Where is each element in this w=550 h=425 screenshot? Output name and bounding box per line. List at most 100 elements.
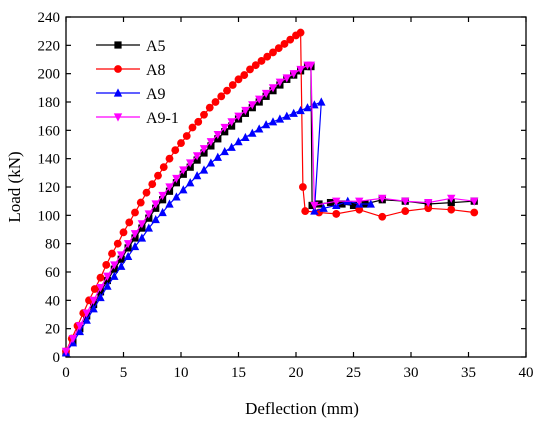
legend-label: A9-1	[146, 110, 179, 127]
data-point	[123, 240, 133, 249]
data-point	[296, 28, 305, 37]
data-point	[228, 81, 237, 89]
data-point	[144, 223, 153, 232]
x-tick-label: 15	[231, 365, 246, 381]
data-point	[144, 210, 153, 219]
data-point	[192, 152, 202, 161]
data-point	[103, 281, 112, 290]
data-point	[186, 178, 195, 187]
data-point	[117, 261, 126, 270]
data-point	[75, 322, 84, 331]
data-point	[131, 208, 139, 217]
data-point	[165, 183, 174, 192]
data-point	[401, 207, 410, 215]
data-point	[110, 271, 119, 280]
data-point	[268, 117, 278, 126]
data-point	[108, 249, 116, 258]
data-point	[103, 272, 112, 281]
data-point	[172, 174, 181, 184]
data-point	[269, 48, 277, 57]
data-point	[301, 207, 310, 215]
data-point	[240, 71, 249, 79]
data-point	[299, 183, 307, 191]
legend-label: A8	[146, 62, 166, 79]
data-point	[142, 188, 151, 197]
data-point	[289, 70, 298, 79]
data-point	[401, 197, 410, 206]
data-point	[275, 114, 285, 123]
data-point	[332, 197, 341, 206]
y-tick-label: 40	[45, 293, 60, 309]
legend-marker	[113, 113, 123, 122]
data-point	[179, 166, 188, 175]
data-point	[75, 326, 84, 336]
data-point	[206, 158, 216, 167]
data-point	[171, 146, 180, 155]
y-tick-label: 240	[38, 10, 61, 26]
data-point	[282, 74, 291, 83]
y-tick-label: 140	[38, 152, 61, 168]
legend-label: A5	[146, 38, 166, 55]
data-point	[137, 233, 147, 242]
x-tick-label: 40	[519, 365, 534, 381]
series-line	[65, 64, 475, 352]
data-point	[447, 194, 456, 203]
data-point	[136, 198, 145, 207]
y-tick-label: 160	[38, 123, 61, 139]
legend-entry-a5: A5	[96, 38, 166, 55]
data-point	[248, 128, 257, 137]
data-point	[89, 304, 98, 313]
data-point	[255, 124, 264, 133]
data-point	[211, 98, 220, 106]
y-tick-label: 80	[45, 237, 60, 253]
data-point	[257, 57, 266, 65]
data-point	[96, 292, 105, 302]
data-point	[296, 105, 305, 115]
data-point	[261, 120, 271, 129]
data-point	[227, 118, 236, 127]
data-point	[200, 110, 208, 119]
data-point	[378, 194, 387, 203]
data-point	[366, 199, 375, 208]
data-point	[90, 285, 99, 293]
data-point	[234, 137, 243, 146]
data-point	[110, 261, 119, 270]
y-tick-label: 20	[45, 322, 60, 338]
data-point	[158, 191, 167, 201]
data-point	[310, 201, 319, 211]
data-point	[289, 108, 298, 117]
series-a9-1	[61, 61, 479, 356]
data-point	[241, 106, 250, 116]
data-point	[192, 171, 202, 180]
legend: A5 A8 A9 A9-1	[96, 38, 179, 127]
data-point	[378, 212, 387, 221]
data-point	[205, 103, 214, 112]
data-point	[470, 197, 479, 206]
data-point	[130, 241, 140, 251]
data-point	[213, 130, 222, 140]
y-axis-title: Load (kN)	[5, 151, 24, 222]
data-point	[355, 205, 364, 214]
data-point	[470, 208, 479, 217]
legend-label: A9	[146, 86, 166, 103]
data-point	[172, 192, 181, 201]
data-point	[268, 84, 278, 93]
data-point	[137, 220, 147, 229]
plot-frame	[65, 16, 527, 358]
data-point	[130, 230, 140, 239]
data-point	[349, 201, 358, 210]
legend-marker	[114, 65, 122, 73]
data-point	[68, 334, 78, 344]
legend-entry-a9: A9	[96, 86, 166, 103]
data-point	[286, 35, 295, 44]
data-point	[96, 273, 105, 282]
data-point	[246, 65, 254, 74]
data-point	[241, 132, 250, 142]
data-point	[165, 154, 174, 163]
data-point	[113, 239, 122, 248]
data-point	[251, 61, 260, 70]
data-point	[255, 95, 264, 104]
data-point	[234, 75, 243, 84]
data-point	[424, 198, 433, 208]
